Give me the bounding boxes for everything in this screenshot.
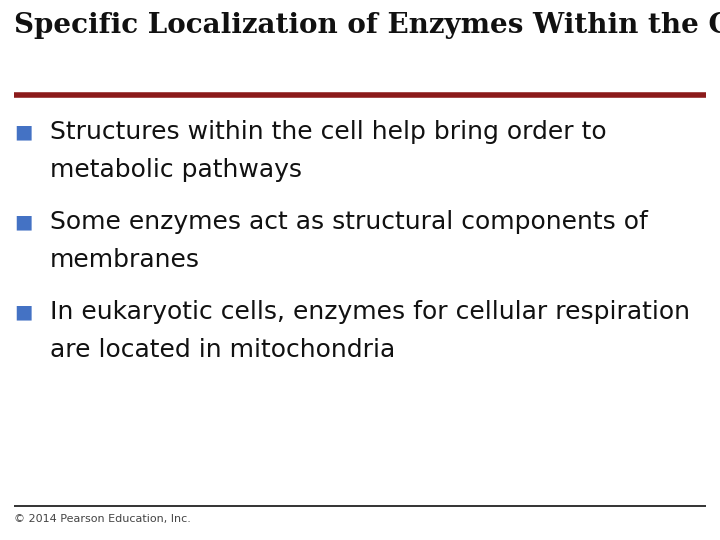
Text: © 2014 Pearson Education, Inc.: © 2014 Pearson Education, Inc. — [14, 514, 191, 524]
Text: In eukaryotic cells, enzymes for cellular respiration: In eukaryotic cells, enzymes for cellula… — [50, 300, 690, 324]
Text: membranes: membranes — [50, 248, 200, 272]
Text: ■: ■ — [14, 212, 32, 231]
Text: ■: ■ — [14, 122, 32, 141]
Text: are located in mitochondria: are located in mitochondria — [50, 338, 395, 362]
Text: Some enzymes act as structural components of: Some enzymes act as structural component… — [50, 210, 648, 234]
Text: Structures within the cell help bring order to: Structures within the cell help bring or… — [50, 120, 607, 144]
Text: Specific Localization of Enzymes Within the Cell: Specific Localization of Enzymes Within … — [14, 12, 720, 39]
Text: ■: ■ — [14, 302, 32, 321]
Text: metabolic pathways: metabolic pathways — [50, 158, 302, 182]
